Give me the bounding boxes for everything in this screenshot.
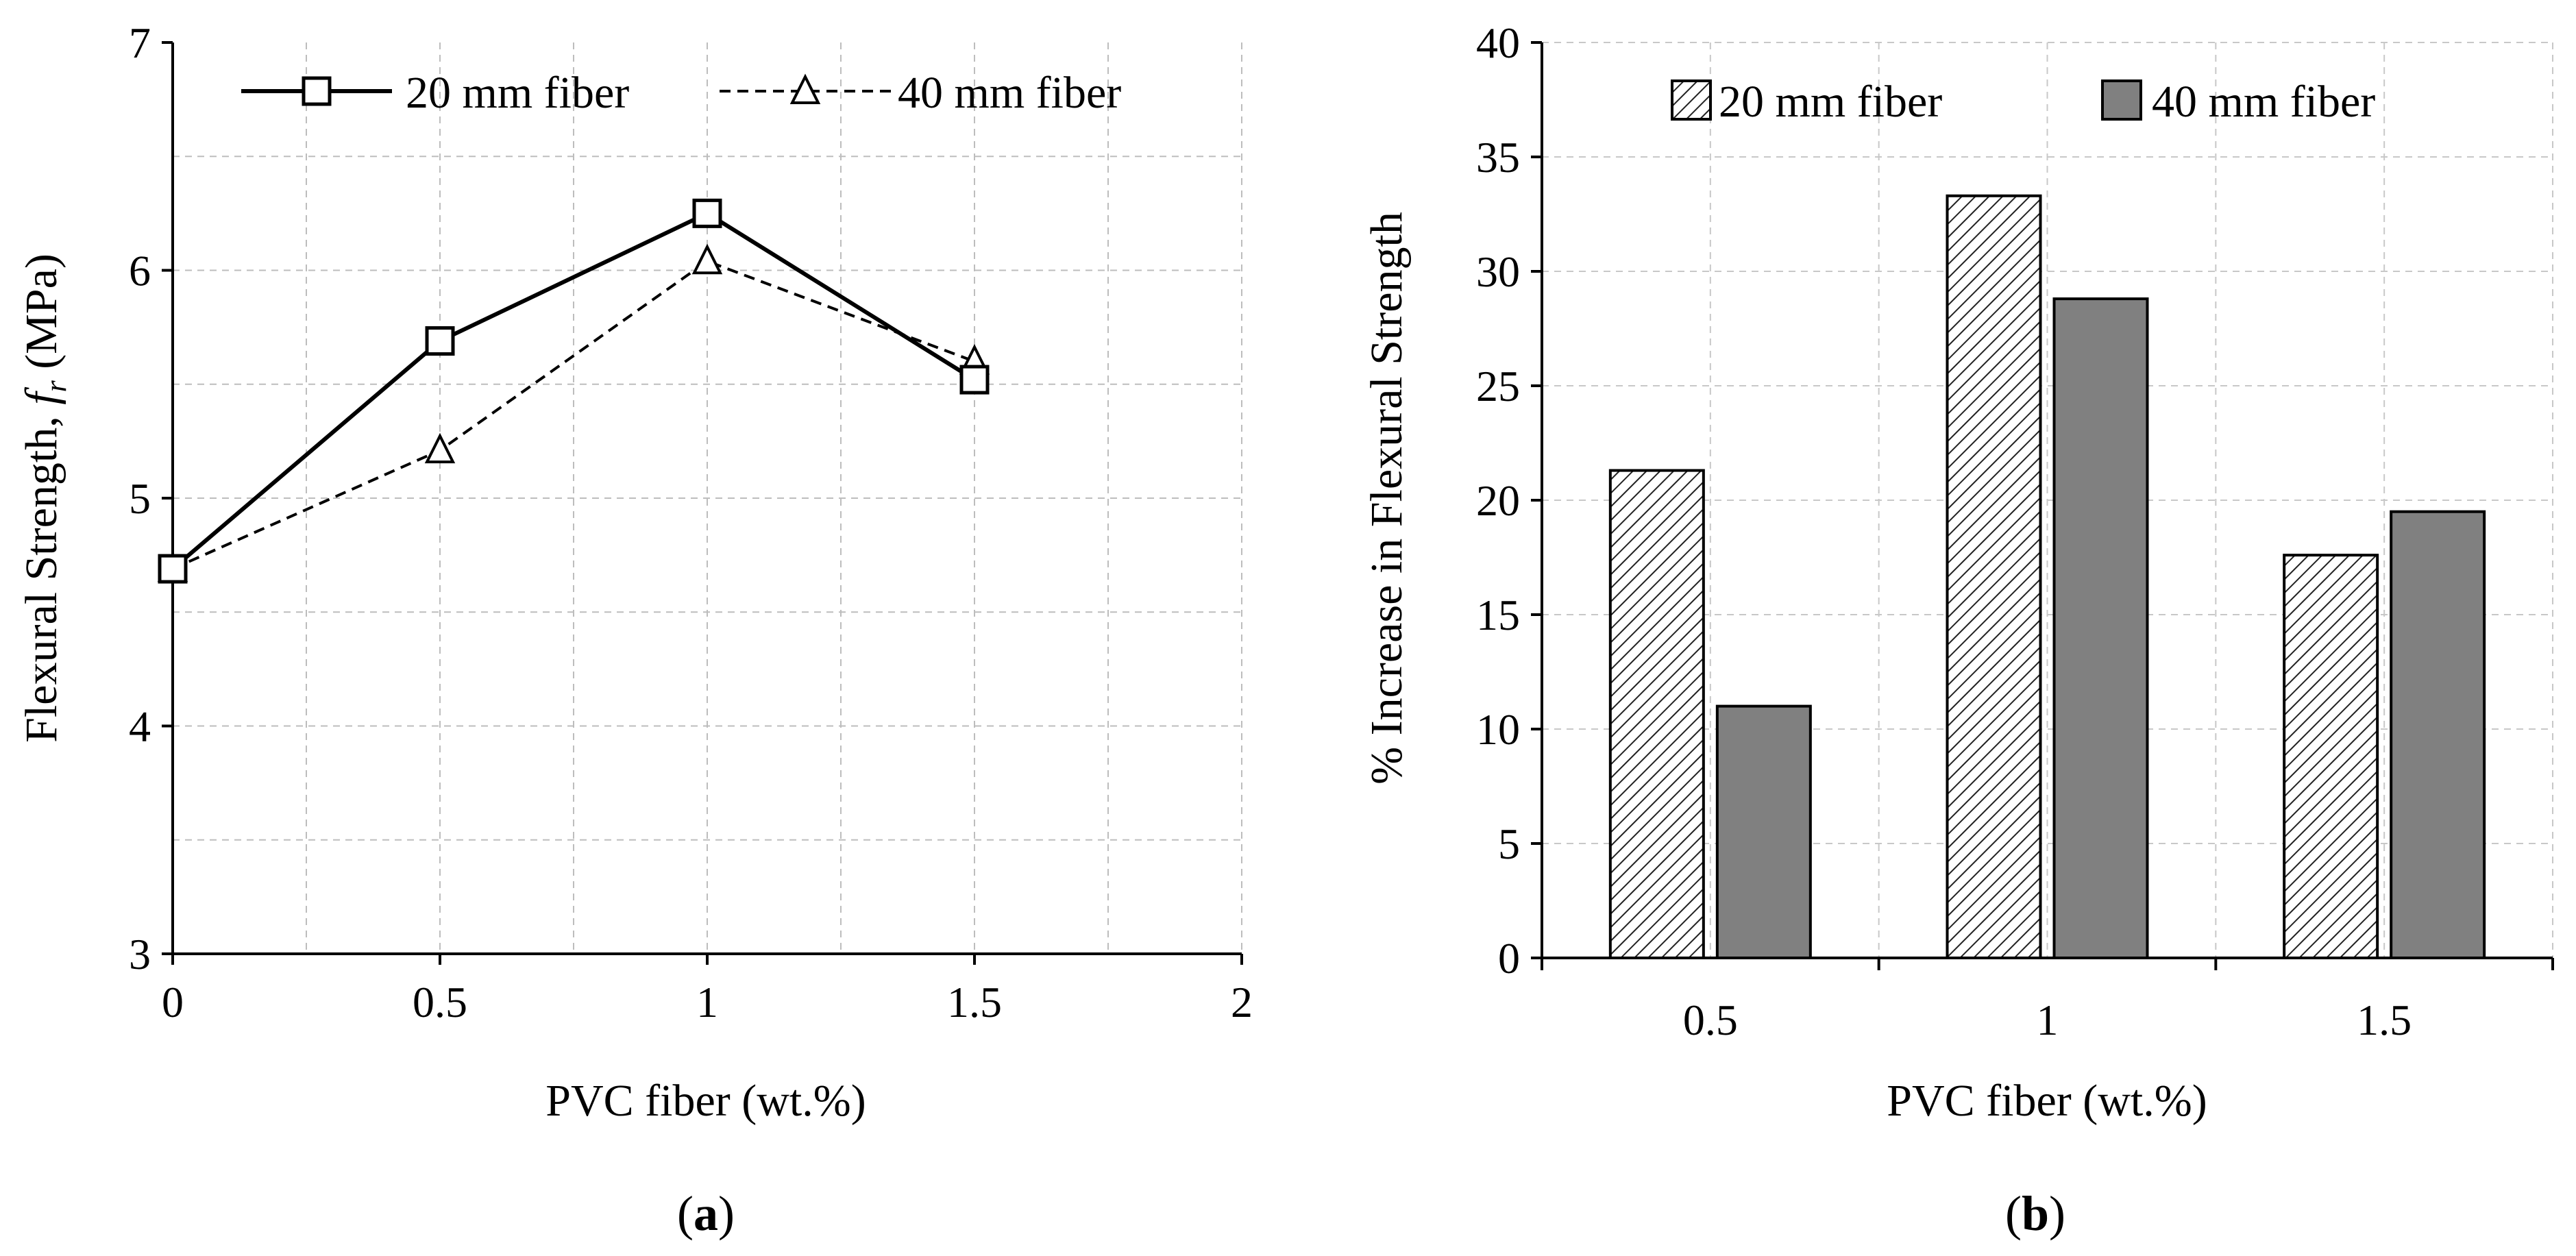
y-tick-label: 40 [1476,19,1520,67]
panel-a-label: (a) [677,1186,735,1241]
legend-label-20mm: 20 mm fiber [1719,77,1942,127]
y-tick-label: 35 [1476,133,1520,182]
panel-a-legend: 20 mm fiber 40 mm fiber [241,68,1121,118]
panel-b-y-axis-title: % Increase in Flexural Strength [1362,212,1412,785]
y-tick-label: 10 [1476,705,1520,754]
panel-b-axes [1531,41,2554,970]
y-tick-label: 4 [129,702,151,751]
bar-40-mm-fiber-1 [2052,297,2149,959]
series-line-20-mm-fiber [171,210,976,571]
x-tick-label: 0.5 [413,978,467,1026]
bar-20-mm-fiber-0.5 [1608,469,1705,959]
triangle-marker [789,73,821,104]
panel-b-x-axis-title: PVC fiber (wt.%) [1887,1076,2207,1126]
square-marker [425,326,455,356]
y-tick-label: 3 [129,930,151,978]
panel-a-y-axis-title: Flexural Strength, fr (MPa) [16,254,73,743]
panel-b-label: (b) [2005,1186,2065,1241]
y-tick-label: 30 [1476,247,1520,296]
y-tick-label: 5 [129,474,151,523]
panel-a-axes [162,41,1243,965]
x-tick-label: 1.5 [947,978,1002,1026]
legend-swatch-20mm [1671,79,1712,121]
panel-a-line-chart: 3 4 5 6 7 0 0.5 1 1.5 2 20 mm fiber 40 mm fiber PV… [16,19,1253,1241]
legend-label-40mm: 40 mm fiber [2152,77,2375,127]
y-tick-label: 20 [1476,476,1520,525]
y-tick-label: 6 [129,247,151,295]
panel-a-grid [173,42,1242,954]
y-tick-label: 0 [1498,934,1520,983]
panel-b-tick-labels: 0 5 10 15 20 25 30 35 40 0.5 1 1.5 [1476,19,2412,1044]
square-marker [302,76,332,106]
panel-b-bar-chart: 0 5 10 15 20 25 30 35 40 0.5 1 1.5 20 mm fiber 40 mm… [1362,19,2554,1241]
bar-20-mm-fiber-1 [1946,194,2042,959]
x-tick-label: 1 [2037,996,2059,1044]
legend-swatch-40mm [2101,79,2142,121]
square-marker [158,554,188,584]
x-tick-label: 1 [696,978,718,1026]
square-marker [959,365,990,395]
bar-20-mm-fiber-1.5 [2283,554,2379,959]
bar-40-mm-fiber-1.5 [2390,510,2486,959]
series-line-40-mm-fiber [172,259,975,570]
panel-b-legend: 20 mm fiber 40 mm fiber [1671,77,2375,127]
y-tick-label: 7 [129,19,151,67]
panel-a-tick-labels: 3 4 5 6 7 0 0.5 1 1.5 2 [129,19,1253,1026]
y-tick-label: 15 [1476,591,1520,639]
panel-b-bars [1608,194,2486,959]
legend-label-40mm: 40 mm fiber [898,68,1121,118]
y-tick-label: 25 [1476,362,1520,410]
x-tick-label: 2 [1231,978,1253,1026]
legend-label-20mm: 20 mm fiber [406,68,629,118]
panel-a-x-axis-title: PVC fiber (wt.%) [545,1076,866,1126]
triangle-marker [691,243,723,275]
panel-b-grid [1542,42,2553,958]
bar-40-mm-fiber-0.5 [1715,704,1812,959]
x-tick-label: 0.5 [1683,996,1738,1044]
x-tick-label: 0 [162,978,184,1026]
triangle-marker [424,432,456,464]
y-tick-label: 5 [1498,820,1520,868]
x-tick-label: 1.5 [2357,996,2412,1044]
square-marker [692,198,722,228]
panel-a-series [157,198,990,584]
